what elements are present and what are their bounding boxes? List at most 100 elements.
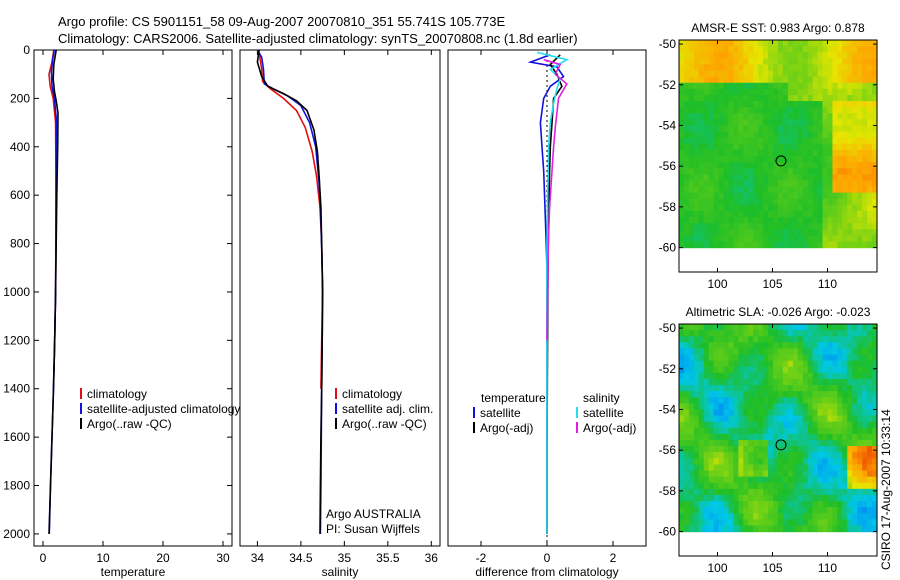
sst_map-heatmap-cell — [683, 88, 690, 96]
sla_map-heatmap-cell — [738, 336, 744, 343]
sla_map-heatmap-cell — [792, 513, 799, 520]
sst_map-heatmap-cell — [728, 180, 735, 188]
sla_map-heatmap-cell — [802, 415, 809, 423]
sla_map-heatmap-cell — [743, 385, 749, 392]
sla_map-heatmap-cell — [748, 427, 754, 435]
sst_map-heatmap-cell — [807, 88, 814, 96]
sst_map-heatmap-cell — [782, 143, 789, 151]
sla_map-heatmap-cell — [713, 488, 720, 496]
sla_map-heatmap-cell — [728, 525, 735, 533]
sst_map-heatmap-cell — [753, 113, 759, 120]
sla_map-heatmap-cell — [698, 427, 705, 435]
sst_map-heatmap-cell — [733, 143, 739, 151]
sst_map-heatmap-cell — [822, 64, 829, 72]
sst_map-heatmap-cell — [748, 82, 754, 90]
sst_map-heatmap-cell — [827, 137, 834, 145]
sla_map-heatmap-cell — [778, 452, 784, 459]
sst_map-heatmap-cell — [753, 70, 759, 78]
sla_map-heatmap-cell — [753, 324, 759, 331]
sst_map-heatmap-cell — [733, 52, 739, 59]
sla_map-heatmap-cell — [708, 476, 715, 484]
sst_map-heatmap-cell — [763, 149, 769, 157]
sla_map-heatmap-cell — [847, 330, 853, 337]
sla_map-heatmap-cell — [782, 464, 789, 472]
sla_map-heatmap-cell — [832, 409, 838, 417]
sst_map-heatmap-cell — [733, 198, 739, 206]
sla_map-heatmap-cell — [862, 372, 868, 380]
sst_map-heatmap-cell — [807, 217, 814, 224]
sst_map-heatmap-cell — [822, 76, 829, 84]
sla_map-heatmap-cell — [733, 525, 739, 533]
sla_map-heatmap-cell — [817, 421, 824, 429]
sst_map-heatmap-cell — [817, 58, 824, 66]
sla_map-heatmap-cell — [758, 494, 764, 502]
sst_map-heatmap-cell — [852, 70, 858, 78]
sla_map-heatmap-cell — [857, 391, 863, 398]
sst_map-heatmap-cell — [837, 149, 843, 157]
sst_map-heatmap-cell — [733, 204, 739, 212]
sst_map-heatmap-cell — [733, 40, 739, 47]
sst_map-heatmap-cell — [832, 113, 838, 120]
sst_map-heatmap-cell — [738, 94, 744, 102]
sla_map-heatmap-cell — [847, 354, 853, 362]
sla_map-heatmap-cell — [827, 403, 834, 411]
sst_map-heatmap-cell — [872, 180, 878, 188]
sla_map-heatmap-cell — [797, 336, 804, 343]
sst_map-heatmap-cell — [753, 137, 759, 145]
sla_map-heatmap-cell — [743, 452, 749, 459]
sla_map-heatmap-cell — [728, 403, 735, 411]
sla_map-heatmap-cell — [723, 366, 730, 374]
sst_map-heatmap-cell — [738, 235, 744, 243]
sla_map-heatmap-cell — [743, 330, 749, 337]
sla_map-heatmap-cell — [792, 464, 799, 472]
sla_map-heatmap-cell — [787, 513, 794, 520]
sla_map-heatmap-cell — [768, 525, 774, 533]
sst_map-heatmap-cell — [847, 119, 853, 127]
sla_map-heatmap-cell — [822, 446, 829, 453]
sst_map-heatmap-cell — [748, 168, 754, 175]
sla_map-heatmap-cell — [807, 525, 814, 533]
sst_map-heatmap-cell — [787, 192, 794, 200]
sst_map-heatmap-cell — [792, 174, 799, 182]
sst_map-heatmap-cell — [872, 198, 878, 206]
sla_map-heatmap-cell — [782, 330, 789, 337]
sla_map-heatmap-cell — [758, 409, 764, 417]
sst_map-heatmap-cell — [703, 143, 710, 151]
sla_map-heatmap-cell — [832, 378, 838, 386]
sst_map-heatmap-cell — [763, 186, 769, 194]
sla_map-heatmap-cell — [857, 372, 863, 380]
sla_map-heatmap-cell — [723, 470, 730, 478]
sst_map-heatmap-cell — [773, 125, 779, 133]
sst_map-heatmap-cell — [743, 131, 749, 139]
sla_map-heatmap-cell — [802, 336, 809, 343]
sla_map-heatmap-cell — [847, 464, 853, 472]
sla_map-heatmap-cell — [792, 360, 799, 368]
sst_map-heatmap-cell — [847, 88, 853, 96]
sla_map-heatmap-cell — [857, 385, 863, 392]
sst_map-heatmap-cell — [693, 88, 700, 96]
sst_map-heatmap-cell — [822, 143, 829, 151]
sla_map-heatmap-cell — [683, 501, 690, 508]
sst_map-heatmap-cell — [812, 119, 819, 127]
sla_map-heatmap-cell — [802, 501, 809, 508]
sst_map-heatmap-cell — [797, 156, 804, 163]
sst_map-heatmap-cell — [802, 46, 809, 53]
sla_map-heatmap-cell — [837, 458, 843, 466]
sst_map-heatmap-cell — [718, 76, 725, 84]
sst_map-heatmap-cell — [703, 82, 710, 90]
sst_map-heatmap-cell — [698, 113, 705, 120]
sst_map-heatmap-cell — [679, 46, 685, 53]
sla_map-heatmap-cell — [852, 494, 858, 502]
sst_map-heatmap-cell — [773, 168, 779, 175]
sst_map-heatmap-cell — [723, 180, 730, 188]
sst_map-heatmap-cell — [797, 143, 804, 151]
sla_map-heatmap-cell — [768, 440, 774, 447]
sla_map-heatmap-cell — [743, 440, 749, 447]
sla_map-heatmap-cell — [758, 348, 764, 356]
sla_map-heatmap-cell — [698, 501, 705, 508]
sst_map-heatmap-cell — [807, 113, 814, 120]
sla_map-heatmap-cell — [778, 433, 784, 441]
sst_map-heatmap-cell — [738, 229, 744, 236]
sst_map-heatmap-cell — [827, 58, 834, 66]
sla_map-heatmap-cell — [768, 342, 774, 350]
